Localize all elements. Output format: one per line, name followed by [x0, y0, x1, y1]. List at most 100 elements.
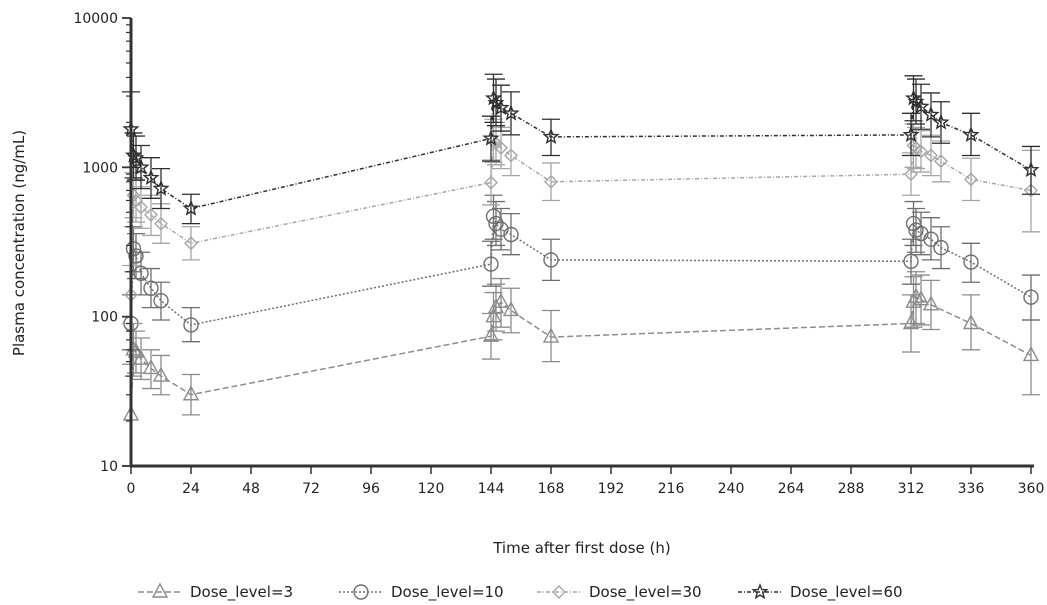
data-point	[124, 146, 143, 163]
data-point	[484, 89, 503, 106]
error-bar	[482, 115, 500, 162]
data-point	[962, 126, 980, 143]
y-tick-label: 10000	[73, 11, 118, 27]
data-point	[132, 349, 150, 365]
y-tick-label: 1000	[82, 160, 118, 176]
legend-marker	[353, 584, 369, 600]
data-point	[182, 385, 200, 401]
data-point	[912, 97, 930, 114]
series-4	[122, 73, 1040, 225]
legend-marker	[552, 585, 566, 599]
x-tick-label: 360	[1018, 481, 1045, 497]
data-point	[543, 252, 559, 268]
series-line	[130, 139, 1032, 295]
data-point	[922, 105, 940, 122]
data-point	[914, 144, 928, 159]
error-bar	[484, 73, 503, 124]
data-point	[182, 199, 200, 216]
data-point	[1022, 345, 1040, 362]
series-line	[130, 95, 1032, 210]
data-point	[922, 295, 940, 311]
data-point	[542, 327, 560, 343]
data-point	[908, 222, 924, 238]
x-tick-label: 312	[898, 481, 925, 497]
data-point	[493, 221, 509, 237]
plot-area	[122, 73, 1040, 467]
data-point	[125, 241, 142, 257]
data-point	[488, 215, 504, 232]
y-ticks: 10 100 1000 10000	[73, 11, 131, 475]
x-tick-label: 216	[658, 481, 685, 497]
data-point	[1024, 183, 1038, 198]
x-tick-label: 72	[302, 481, 320, 497]
series-1	[122, 271, 1040, 467]
error-bar	[542, 309, 560, 363]
data-point	[902, 126, 920, 143]
data-point	[132, 158, 150, 175]
data-point	[933, 239, 949, 256]
error-bar	[922, 217, 940, 261]
data-point	[487, 298, 505, 314]
data-point	[544, 174, 558, 189]
x-tick-label: 24	[182, 481, 200, 497]
error-bar	[542, 162, 560, 202]
x-tick-label: 144	[478, 481, 505, 497]
error-bar	[482, 240, 500, 287]
legend-item: Dose_level=3	[138, 582, 293, 602]
data-point	[542, 128, 560, 145]
data-point	[483, 256, 499, 272]
error-bar	[962, 112, 980, 157]
data-point	[152, 366, 170, 382]
error-bar	[962, 242, 980, 283]
x-tick-label: 264	[778, 481, 805, 497]
series-line	[130, 296, 1032, 415]
data-point	[484, 175, 498, 190]
data-point	[485, 208, 502, 225]
y-tick-label: 10	[100, 459, 118, 475]
data-point	[153, 292, 169, 309]
data-point	[482, 129, 500, 146]
x-tick-label: 120	[418, 481, 445, 497]
series-line	[130, 216, 1032, 326]
series-2	[122, 194, 1040, 351]
legend: Dose_level=3 Dose_level=10 Dose_level=30 Do…	[138, 582, 903, 602]
x-tick-label: 192	[598, 481, 625, 497]
data-point	[502, 301, 520, 317]
x-tick-label: 96	[362, 481, 380, 497]
legend-item: Dose_level=60	[738, 583, 903, 602]
error-bar	[142, 267, 160, 309]
data-point	[923, 231, 939, 247]
error-bar	[152, 354, 170, 396]
series-3	[122, 118, 1040, 325]
data-point	[924, 148, 938, 163]
data-point	[154, 216, 168, 231]
axes	[129, 18, 1034, 468]
y-axis-label: Plasma concentration (ng/mL)	[10, 130, 28, 356]
data-point	[1023, 289, 1039, 305]
data-point	[502, 104, 520, 121]
data-point	[142, 169, 160, 186]
legend-item: Dose_level=30	[537, 583, 702, 602]
error-bar	[492, 84, 510, 132]
data-point	[904, 167, 918, 182]
data-point	[184, 236, 198, 251]
data-point	[904, 89, 923, 106]
data-point	[482, 326, 500, 342]
error-bar	[912, 83, 930, 130]
data-point	[134, 200, 148, 215]
error-bar	[962, 157, 980, 202]
x-tick-label: 288	[838, 481, 865, 497]
data-point	[143, 280, 159, 296]
data-point	[152, 179, 170, 196]
data-point	[963, 254, 979, 270]
legend-item: Dose_level=10	[339, 583, 504, 602]
x-tick-label: 168	[538, 481, 565, 497]
x-tick-label: 48	[242, 481, 260, 497]
data-point	[494, 140, 508, 155]
error-bar	[1022, 319, 1040, 396]
legend-marker	[151, 582, 169, 598]
data-point	[504, 148, 518, 163]
data-point	[144, 207, 158, 222]
legend-label: Dose_level=3	[190, 583, 293, 602]
data-point	[932, 113, 950, 130]
